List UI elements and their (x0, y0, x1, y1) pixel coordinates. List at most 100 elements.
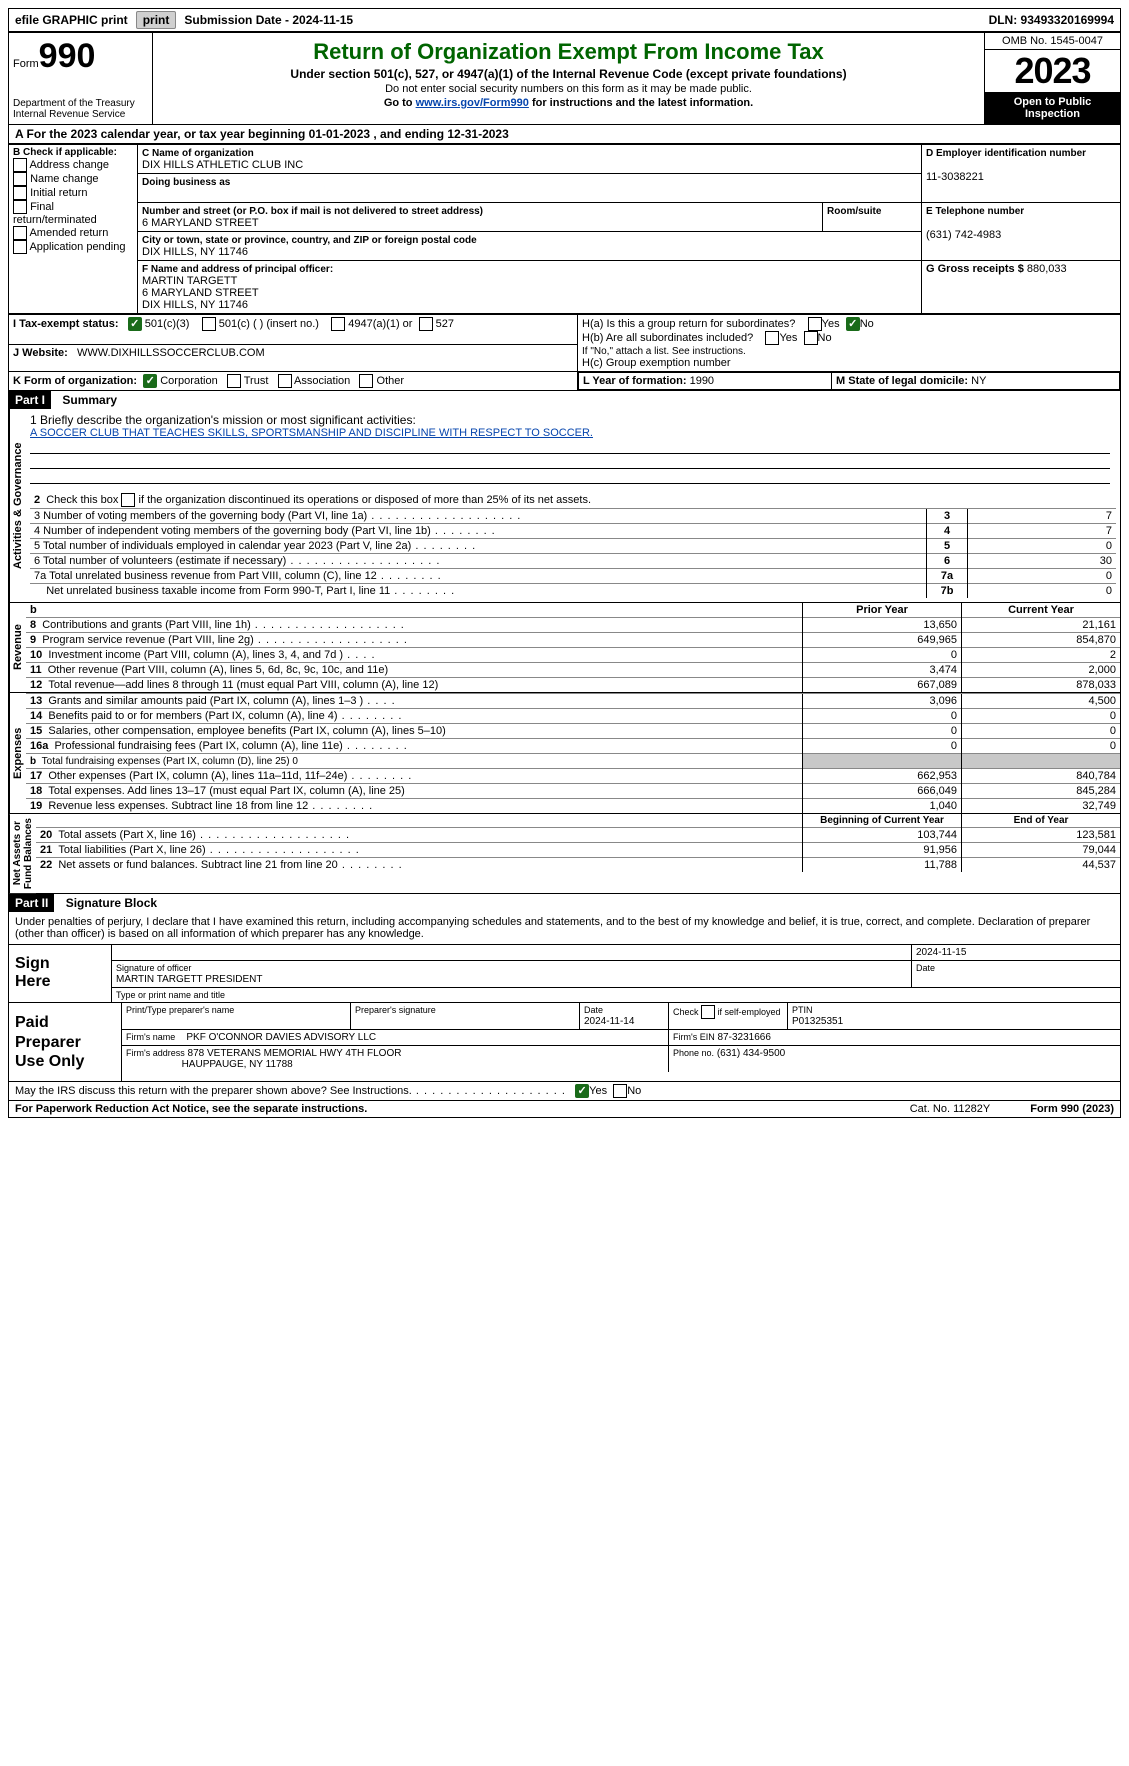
go-to-suffix: for instructions and the latest informat… (529, 97, 753, 109)
expenses-section: Expenses 13 Grants and similar amounts p… (8, 693, 1121, 814)
signature-block: Under penalties of perjury, I declare th… (8, 912, 1121, 1101)
col-name-label: Print/Type preparer's name (122, 1003, 351, 1030)
firm-addr-label: Firm's address (126, 1048, 185, 1058)
discuss-yes-checkbox[interactable]: ✓ (575, 1084, 589, 1098)
row-20-label: 20 Total assets (Part X, line 16) (36, 828, 803, 843)
row-16a-curr: 0 (962, 739, 1121, 754)
city-label: City or town, state or province, country… (142, 235, 477, 246)
website-value: WWW.DIXHILLSSOCCERCLUB.COM (77, 347, 265, 359)
row-b-label: b Total fundraising expenses (Part IX, c… (26, 754, 803, 769)
city-value: DIX HILLS, NY 11746 (142, 246, 248, 258)
501c-label: 501(c) ( ) (insert no.) (219, 318, 319, 330)
row-20-curr: 123,581 (962, 828, 1121, 843)
street-label: Number and street (or P.O. box if mail i… (142, 206, 483, 217)
paperwork-notice: For Paperwork Reduction Act Notice, see … (15, 1103, 367, 1115)
hb-yes-checkbox[interactable] (765, 331, 779, 345)
form-header: Form990 Department of the Treasury Inter… (8, 33, 1121, 125)
current-year-header: Current Year (962, 603, 1121, 618)
part1-title: Summary (54, 393, 117, 407)
501c3-checkbox[interactable]: ✓ (128, 317, 142, 331)
submission-date: Submission Date - 2024-11-15 (178, 11, 359, 29)
q4-val: 7 (968, 524, 1117, 539)
q5-val: 0 (968, 539, 1117, 554)
box-e-label: E Telephone number (926, 206, 1024, 217)
hb-no-checkbox[interactable] (804, 331, 818, 345)
self-emp-checkbox[interactable] (701, 1005, 715, 1019)
state-domicile: NY (971, 375, 986, 387)
netassets-section: Net Assets or Fund Balances Beginning of… (8, 814, 1121, 894)
hc-label: H(c) Group exemption number (582, 357, 731, 369)
ptin-label: PTIN (792, 1005, 813, 1015)
4947-checkbox[interactable] (331, 317, 345, 331)
k-assoc-label: Association (294, 375, 350, 387)
q2-checkbox[interactable] (121, 493, 135, 507)
k-assoc-checkbox[interactable] (278, 374, 292, 388)
addr-change-checkbox[interactable] (13, 158, 27, 172)
q7a-label: 7a Total unrelated business revenue from… (34, 570, 442, 582)
ha-yes-checkbox[interactable] (808, 317, 822, 331)
q4-label: 4 Number of independent voting members o… (34, 525, 496, 537)
ha-label: H(a) Is this a group return for subordin… (582, 318, 795, 330)
k-trust-label: Trust (244, 375, 269, 387)
officer-name: MARTIN TARGETT (142, 275, 237, 287)
row-11-prior: 3,474 (803, 663, 962, 678)
prep-date-label: Date (584, 1005, 603, 1015)
form-footer: Form 990 (2023) (1030, 1103, 1114, 1115)
527-checkbox[interactable] (419, 317, 433, 331)
netassets-sidebar: Net Assets or Fund Balances (9, 814, 36, 893)
app-pending-checkbox[interactable] (13, 240, 27, 254)
prep-phone-label: Phone no. (673, 1048, 714, 1058)
k-corp-checkbox[interactable]: ✓ (143, 374, 157, 388)
row-10-prior: 0 (803, 648, 962, 663)
efile-label: efile GRAPHIC print (9, 11, 134, 29)
box-c-name-label: C Name of organization (142, 148, 254, 159)
row-8-prior: 13,650 (803, 618, 962, 633)
paid-preparer-label: Paid Preparer Use Only (9, 1003, 122, 1081)
row-19-label: 19 Revenue less expenses. Subtract line … (26, 799, 803, 814)
row-13-label: 13 Grants and similar amounts paid (Part… (26, 694, 803, 709)
amended-return-checkbox[interactable] (13, 226, 27, 240)
firm-ein-label: Firm's EIN (673, 1032, 715, 1042)
open-public-badge: Open to Public Inspection (985, 92, 1120, 124)
firm-addr1: 878 VETERANS MEMORIAL HWY 4TH FLOOR (188, 1048, 402, 1059)
irs-link[interactable]: www.irs.gov/Form990 (416, 97, 529, 109)
form-label: Form (13, 58, 39, 70)
ha-no-checkbox[interactable]: ✓ (846, 317, 860, 331)
org-name: DIX HILLS ATHLETIC CLUB INC (142, 159, 303, 171)
row-11-label: 11 Other revenue (Part VIII, column (A),… (26, 663, 803, 678)
firm-ein: 87-3231666 (718, 1032, 771, 1043)
k-other-checkbox[interactable] (359, 374, 373, 388)
501c-checkbox[interactable] (202, 317, 216, 331)
discuss-no-checkbox[interactable] (613, 1084, 627, 1098)
q3-num: 3 (927, 509, 968, 524)
line-a-tax-year: A For the 2023 calendar year, or tax yea… (8, 125, 1121, 144)
hb-label: H(b) Are all subordinates included? (582, 332, 753, 344)
revenue-sidebar: Revenue (9, 603, 26, 692)
row-20-prior: 103,744 (803, 828, 962, 843)
k-trust-checkbox[interactable] (227, 374, 241, 388)
row-22-label: 22 Net assets or fund balances. Subtract… (36, 858, 803, 873)
hb-note: If "No," attach a list. See instructions… (582, 346, 746, 357)
q6-label: 6 Total number of volunteers (estimate i… (34, 555, 440, 567)
name-change-checkbox[interactable] (13, 172, 27, 186)
status-grid: I Tax-exempt status: ✓ 501(c)(3) 501(c) … (8, 314, 1121, 391)
row-b-curr (962, 754, 1121, 769)
row-12-curr: 878,033 (962, 678, 1121, 693)
sig-date-label: Date (916, 963, 935, 973)
q6-val: 30 (968, 554, 1117, 569)
officer-street: 6 MARYLAND STREET (142, 287, 259, 299)
row-8-curr: 21,161 (962, 618, 1121, 633)
row-13-prior: 3,096 (803, 694, 962, 709)
app-pending-label: Application pending (29, 241, 125, 253)
box-b-label: B Check if applicable: (13, 147, 133, 158)
self-emp-label: Check if self-employed (673, 1007, 781, 1017)
final-return-checkbox[interactable] (13, 200, 27, 214)
expenses-sidebar: Expenses (9, 693, 26, 813)
initial-return-checkbox[interactable] (13, 186, 27, 200)
print-button[interactable]: print (136, 11, 177, 29)
mission-statement: A SOCCER CLUB THAT TEACHES SKILLS, SPORT… (30, 427, 1116, 439)
q6-num: 6 (927, 554, 968, 569)
row-14-curr: 0 (962, 709, 1121, 724)
prep-date: 2024-11-14 (584, 1016, 634, 1027)
k-other-label: Other (377, 375, 405, 387)
